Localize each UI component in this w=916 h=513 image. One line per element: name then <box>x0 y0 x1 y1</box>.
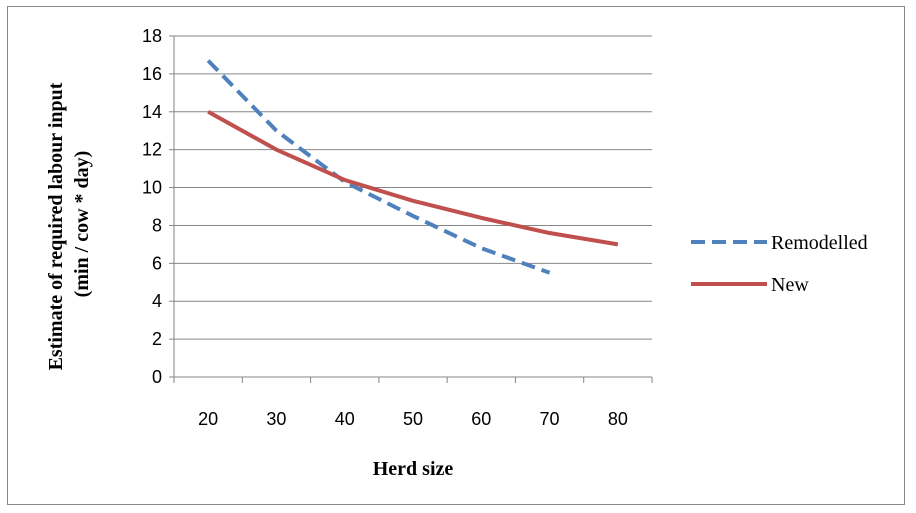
y-tick-label-6: 6 <box>152 253 162 273</box>
y-axis-title-line-2: (min / cow * day) <box>71 151 93 298</box>
y-tick-label-2: 2 <box>152 329 162 349</box>
y-tick-label-10: 10 <box>142 178 162 198</box>
y-tick-label-4: 4 <box>152 291 162 311</box>
y-tick-label-16: 16 <box>142 64 162 84</box>
y-tick-label-12: 12 <box>142 140 162 160</box>
y-tick-label-18: 18 <box>142 26 162 46</box>
series-lines <box>206 59 619 275</box>
x-tick-label-20: 20 <box>198 409 218 429</box>
x-tick-label-60: 60 <box>471 409 491 429</box>
x-tick-label-80: 80 <box>608 409 628 429</box>
y-axis-title-line-1: Estimate of required labour input <box>45 82 67 370</box>
chart-frame: 0 2 4 6 8 10 12 14 16 18 20 30 40 50 60 70 80 Herd size … <box>7 6 905 505</box>
legend: Remodelled New <box>691 232 868 296</box>
gridlines <box>174 35 652 340</box>
series-line-new <box>207 110 619 247</box>
tick-labels: 0 2 4 6 8 10 12 14 16 18 20 30 40 50 60 70 80 <box>142 26 628 429</box>
y-axis-title: Estimate of required labour input (min /… <box>45 78 93 371</box>
x-tick-label-50: 50 <box>403 409 423 429</box>
y-tick-label-8: 8 <box>152 215 162 235</box>
legend-label-new: New <box>771 274 809 296</box>
series-line-remodelled <box>206 59 551 275</box>
x-axis-title: Herd size <box>373 458 454 480</box>
x-tick-label-40: 40 <box>335 409 355 429</box>
x-tick-label-30: 30 <box>266 409 286 429</box>
y-tick-label-14: 14 <box>142 102 162 122</box>
x-tick-label-70: 70 <box>540 409 560 429</box>
legend-label-remodelled: Remodelled <box>771 232 868 254</box>
axes <box>169 35 653 383</box>
y-tick-label-0: 0 <box>152 367 162 387</box>
